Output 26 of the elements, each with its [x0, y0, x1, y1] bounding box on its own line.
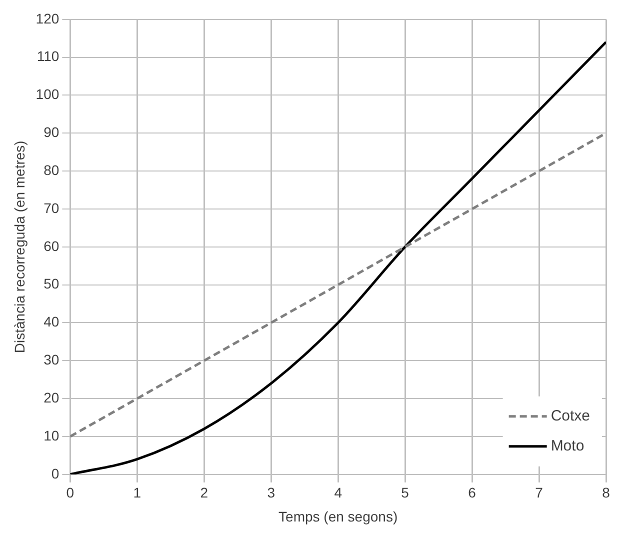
- y-tick-label: 80: [44, 162, 60, 178]
- x-tick-label: 6: [468, 484, 476, 501]
- y-tick-label: 10: [44, 427, 60, 444]
- x-tick-label: 2: [200, 484, 208, 501]
- legend-label: Moto: [550, 438, 584, 455]
- y-tick-label: 20: [44, 389, 60, 406]
- x-tick-label: 7: [535, 484, 544, 501]
- y-tick-label: 90: [44, 124, 60, 140]
- y-tick-label: 100: [36, 86, 60, 102]
- x-tick-label: 1: [133, 484, 142, 501]
- y-tick-label: 70: [44, 200, 60, 216]
- y-tick-label: 110: [36, 48, 60, 64]
- y-tick-label: 0: [51, 465, 60, 482]
- x-tick-label: 5: [401, 484, 410, 501]
- x-tick-label: 3: [267, 484, 276, 501]
- y-axis-title: Distància recorreguda (en metres): [11, 140, 28, 354]
- y-tick-label: 50: [44, 276, 60, 292]
- x-tick-label: 8: [602, 484, 610, 501]
- x-tick-label: 4: [334, 484, 342, 501]
- y-tick-label: 40: [44, 314, 60, 330]
- y-tick-label: 120: [36, 10, 60, 26]
- x-tick-label: 0: [66, 484, 74, 501]
- legend-label: Cotxe: [550, 408, 590, 425]
- x-axis-title: Temps (en segons): [278, 508, 398, 524]
- y-tick-label: 30: [44, 352, 60, 368]
- y-tick-label: 60: [44, 238, 60, 254]
